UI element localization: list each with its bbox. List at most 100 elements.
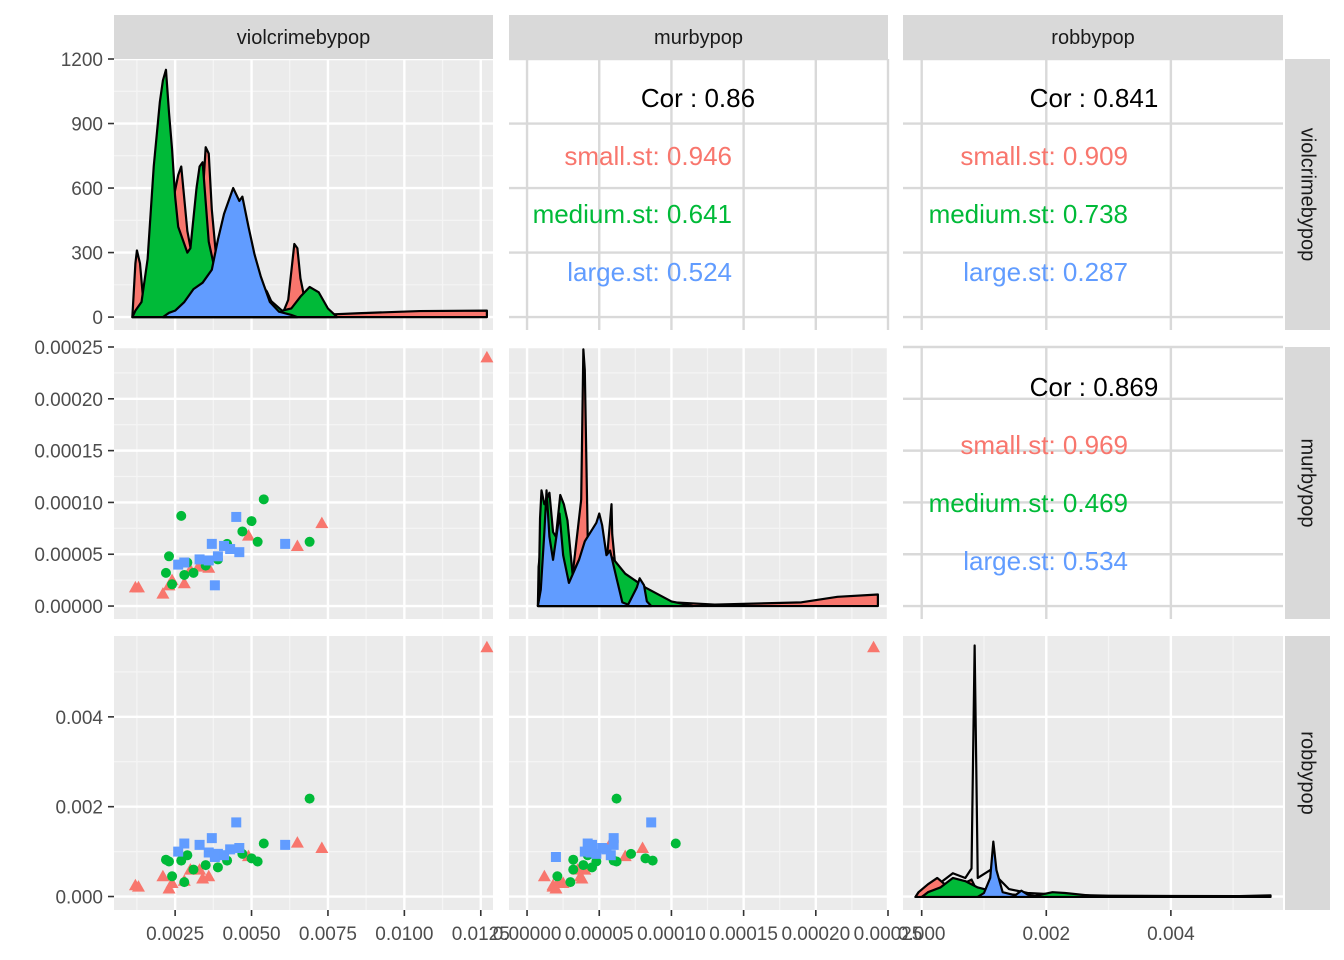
point-medium.st	[611, 793, 622, 804]
point-large.st	[194, 839, 205, 850]
point-small.st	[867, 640, 881, 653]
point-medium.st	[647, 855, 658, 866]
point-small.st	[315, 841, 329, 854]
x-tick-label: 0.0075	[299, 924, 357, 945]
panel-robbypop-vs-violcrimebypop	[114, 636, 494, 910]
strip-top-label-murbypop: murbypop	[654, 27, 743, 49]
point-medium.st	[252, 856, 263, 867]
point-medium.st	[258, 838, 269, 849]
strip-top-label-violcrimebypop: violcrimebypop	[237, 27, 370, 49]
point-medium.st	[591, 856, 602, 867]
point-medium.st	[176, 510, 187, 521]
strip-right-label-robbypop: robbypop	[1297, 731, 1319, 814]
point-large.st	[219, 850, 230, 861]
point-medium.st	[626, 848, 637, 859]
point-medium.st	[578, 860, 589, 871]
y-tick-label: 0.00000	[34, 597, 103, 618]
y-tick-label: 0.000	[55, 888, 103, 909]
y-tick-label: 600	[71, 179, 103, 200]
strip-top-robbypop	[903, 15, 1283, 59]
point-small.st	[128, 580, 142, 593]
point-large.st	[225, 544, 236, 555]
point-small.st	[241, 529, 255, 541]
y-tick-label: 0.00010	[34, 493, 103, 514]
point-small.st	[165, 876, 179, 889]
y-tick-label: 0.00025	[34, 338, 103, 359]
point-large.st	[179, 557, 190, 568]
point-medium.st	[237, 526, 248, 537]
point-large.st	[597, 843, 608, 854]
x-tick-label: 0.004	[1147, 924, 1195, 945]
point-medium.st	[568, 854, 579, 865]
point-medium.st	[182, 850, 193, 861]
point-medium.st	[568, 864, 579, 875]
x-tick-label: 0.0050	[222, 924, 280, 945]
point-small.st	[636, 841, 650, 854]
point-medium.st	[252, 536, 263, 547]
point-small.st	[573, 869, 587, 882]
point-small.st	[156, 869, 170, 882]
x-tick-label: 0.0100	[375, 924, 433, 945]
correlation-overall: Cor : 0.86	[641, 83, 755, 113]
point-medium.st	[200, 860, 211, 871]
strip-right-murbypop	[1285, 347, 1330, 619]
point-large.st	[608, 839, 619, 850]
point-large.st	[234, 843, 245, 854]
correlation-medium.st: medium.st: 0.738	[929, 199, 1128, 229]
point-medium.st	[304, 536, 315, 547]
point-small.st	[290, 836, 304, 848]
panel-murbypop-vs-murbypop	[509, 345, 890, 619]
point-medium.st	[304, 793, 315, 804]
point-large.st	[219, 540, 230, 551]
point-small.st	[618, 849, 632, 862]
point-large.st	[231, 817, 242, 828]
point-large.st	[646, 817, 657, 828]
y-tick-label: 0.002	[55, 798, 103, 819]
point-small.st	[156, 587, 170, 599]
y-tick-label: 0.00020	[34, 390, 103, 411]
strip-right-violcrimebypop	[1285, 59, 1330, 330]
point-medium.st	[258, 494, 269, 505]
point-large.st	[173, 846, 184, 857]
correlation-small.st: small.st: 0.946	[564, 141, 732, 171]
strip-top-label-robbypop: robbypop	[1051, 27, 1134, 49]
point-large.st	[591, 848, 602, 859]
y-tick-label: 0.004	[55, 708, 103, 729]
x-tick-label: 0.00015	[709, 924, 778, 945]
y-tick-label: 300	[71, 244, 103, 265]
point-medium.st	[179, 877, 190, 888]
point-large.st	[203, 555, 214, 566]
panel-violcrimebypop-vs-murbypop: Cor : 0.86 small.st: 0.946 medium.st: 0.64…	[509, 57, 890, 330]
point-large.st	[579, 846, 590, 857]
point-large.st	[173, 559, 184, 570]
density-large.st	[536, 489, 653, 608]
point-medium.st	[167, 871, 178, 882]
y-tick-label: 900	[71, 115, 103, 136]
point-small.st	[480, 350, 494, 363]
point-large.st	[212, 551, 223, 562]
point-large.st	[209, 851, 220, 862]
panel-violcrimebypop-vs-violcrimebypop	[114, 57, 493, 330]
point-small.st	[290, 539, 304, 551]
point-medium.st	[565, 877, 576, 888]
point-large.st	[608, 833, 619, 844]
point-small.st	[177, 576, 191, 589]
correlation-small.st: small.st: 0.969	[960, 430, 1128, 460]
x-tick-label: 0.00000	[493, 924, 562, 945]
point-small.st	[128, 878, 142, 891]
y-tick-label: 0	[92, 308, 103, 329]
correlation-overall: Cor : 0.869	[1030, 372, 1159, 402]
correlation-large.st: large.st: 0.287	[963, 257, 1128, 287]
x-tick-label: 0.0025	[146, 924, 204, 945]
x-tick-label: 0.00010	[637, 924, 706, 945]
strip-right-robbypop	[1285, 636, 1330, 910]
point-small.st	[480, 640, 494, 653]
point-medium.st	[160, 567, 171, 578]
panel-murbypop-vs-violcrimebypop	[114, 345, 494, 619]
y-tick-label: 1200	[61, 50, 103, 71]
correlation-large.st: large.st: 0.534	[963, 546, 1128, 576]
panel-murbypop-vs-robbypop: Cor : 0.869 small.st: 0.969 medium.st: 0.4…	[903, 345, 1283, 619]
point-large.st	[203, 847, 214, 858]
point-large.st	[280, 839, 291, 850]
